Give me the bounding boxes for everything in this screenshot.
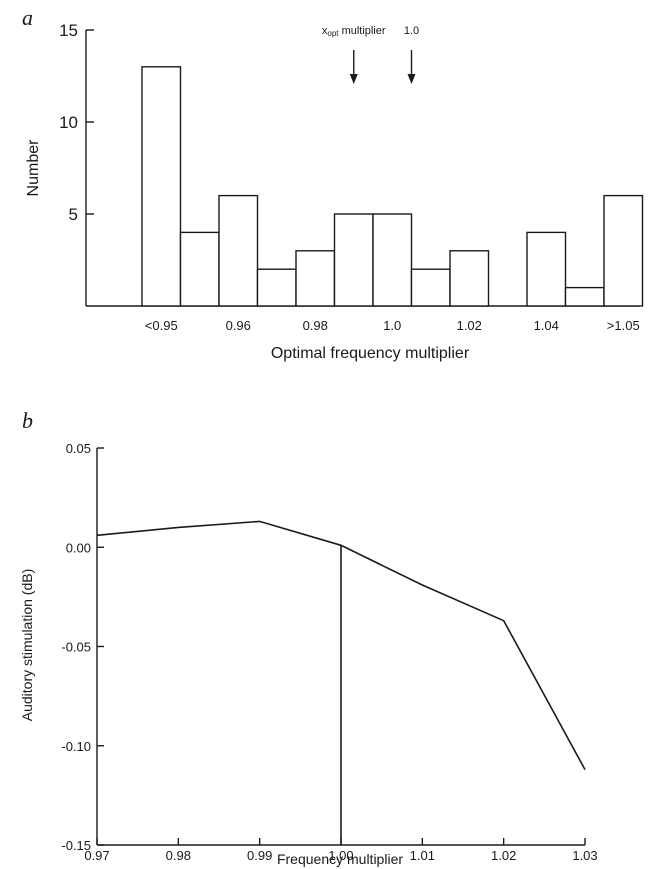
panel-b-y-tick-label: -0.10 xyxy=(61,739,91,754)
panel-a-bars xyxy=(141,66,644,307)
panel-b-y-tick-label: 0.00 xyxy=(66,540,91,555)
panel-b-x-tick-label: 0.99 xyxy=(247,848,272,863)
panel-b-x-axis-label: Frequency multiplier xyxy=(277,851,403,867)
histogram-bar xyxy=(333,213,374,307)
histogram-bar xyxy=(218,194,259,307)
histogram-bar xyxy=(372,213,413,307)
panel-a-y-tick-label: 5 xyxy=(69,205,78,224)
panel-b-y-axis-label: Auditory stimulation (dB) xyxy=(19,569,35,722)
histogram-bar xyxy=(449,250,490,307)
panel-b-y-ticks: 0.05 0.00 -0.05 -0.10 -0.15 xyxy=(61,441,104,853)
panel-b-y-tick-label: -0.15 xyxy=(61,838,91,853)
panel-a-y-tick-label: 10 xyxy=(59,113,78,132)
histogram-bar xyxy=(141,66,182,307)
panel-a-x-tick-label: >1.05 xyxy=(607,318,640,333)
panel-a-x-axis-label: Optimal frequency multiplier xyxy=(271,345,470,362)
panel-b-y-tick-label: 0.05 xyxy=(66,441,91,456)
panel-a-x-tick-label: 0.96 xyxy=(226,318,251,333)
panel-a-histogram: a 5 10 15 <0.95 0.96 0.98 1.0 1.02 1.04 >1.05 xo… xyxy=(22,5,644,362)
panel-b-line-chart: b 0.05 0.00 -0.05 -0.10 -0.15 0.97 0.98 0.99 1.… xyxy=(19,408,598,867)
histogram-bar xyxy=(410,268,451,307)
panel-a-x-tick-label: <0.95 xyxy=(145,318,178,333)
panel-a-x-tick-label: 1.04 xyxy=(534,318,559,333)
panel-a-x-tick-labels: <0.95 0.96 0.98 1.0 1.02 1.04 >1.05 xyxy=(145,318,640,333)
panel-b-x-ticks: 0.97 0.98 0.99 1.00 1.01 1.02 1.03 xyxy=(84,838,598,863)
histogram-bar xyxy=(179,231,220,307)
panel-b-x-tick-label: 0.97 xyxy=(84,848,109,863)
panel-b-x-tick-label: 0.98 xyxy=(166,848,191,863)
panel-a-y-ticks: 5 10 15 xyxy=(59,21,94,224)
panel-a-annotations: xopt multiplier 1.0 xyxy=(322,25,419,84)
panel-a-letter: a xyxy=(22,5,33,30)
panel-a-y-tick-label: 15 xyxy=(59,21,78,40)
panel-a-y-axis-label: Number xyxy=(25,139,42,197)
panel-a-x-tick-label: 0.98 xyxy=(303,318,328,333)
panel-b-x-tick-label: 1.02 xyxy=(491,848,516,863)
panel-b-x-tick-label: 1.03 xyxy=(572,848,597,863)
panel-b-x-tick-label: 1.01 xyxy=(410,848,435,863)
panel-a-x-tick-label: 1.0 xyxy=(383,318,401,333)
down-arrow-icon xyxy=(349,74,358,84)
panel-a-annotation-label: xopt multiplier xyxy=(322,25,386,38)
panel-a-x-tick-label: 1.02 xyxy=(457,318,482,333)
histogram-bar xyxy=(526,231,567,307)
panel-a-annotation-label: 1.0 xyxy=(404,25,419,37)
panel-b-lines xyxy=(96,520,586,845)
panel-b-y-tick-label: -0.05 xyxy=(61,640,91,655)
histogram-bar xyxy=(295,250,336,307)
down-arrow-icon xyxy=(407,74,416,84)
histogram-bar xyxy=(256,268,297,307)
histogram-bar xyxy=(603,194,644,307)
histogram-bar xyxy=(564,286,605,307)
panel-b-letter: b xyxy=(22,408,33,433)
panel-b-x-tick-label: 1.00 xyxy=(328,848,353,863)
